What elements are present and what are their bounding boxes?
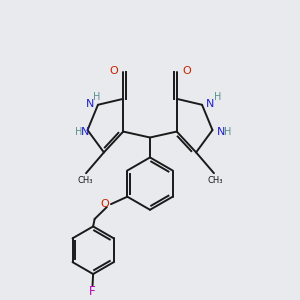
Text: O: O [109,66,118,76]
Text: N: N [81,127,89,136]
Text: O: O [100,199,109,208]
Text: H: H [224,127,231,136]
Text: N: N [217,127,226,136]
Text: H: H [93,92,100,102]
Text: N: N [206,99,214,109]
Text: H: H [214,92,221,102]
Text: O: O [182,66,191,76]
Text: N: N [85,99,94,109]
Text: F: F [89,285,96,298]
Text: CH₃: CH₃ [208,176,223,185]
Text: CH₃: CH₃ [78,176,93,185]
Text: H: H [75,127,82,136]
